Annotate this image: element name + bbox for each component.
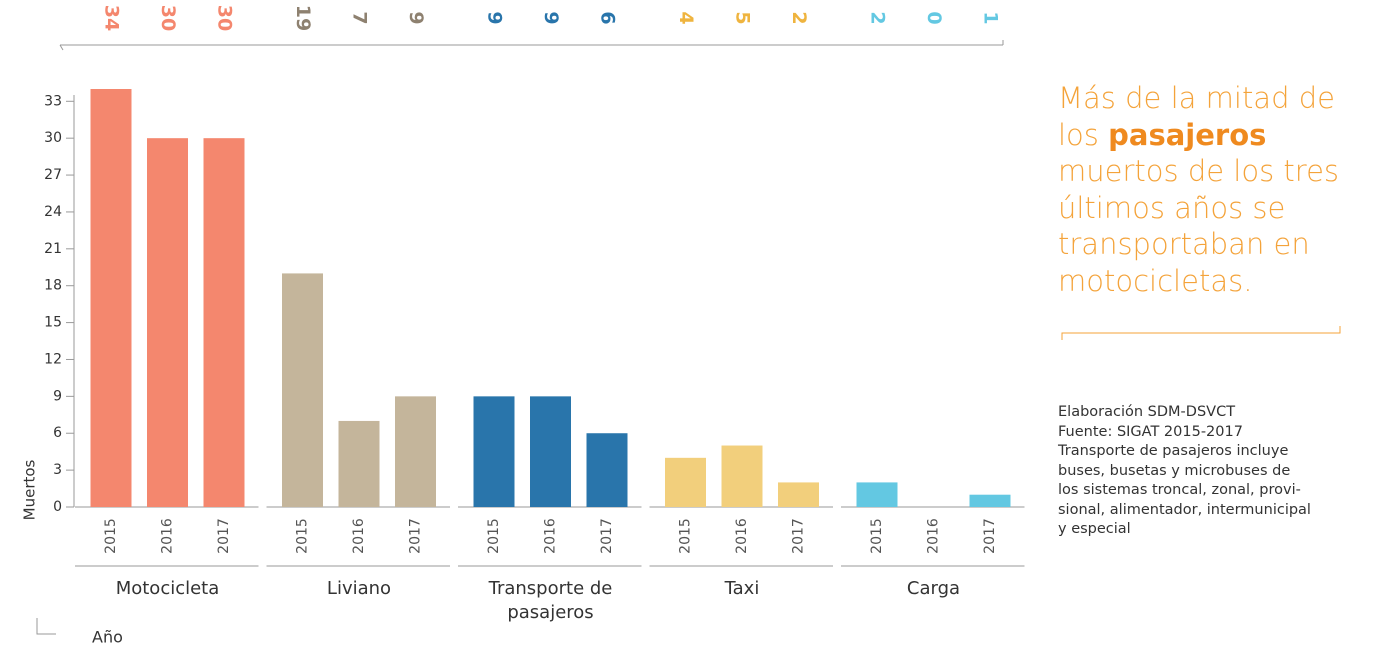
y-tick-label: 21 xyxy=(44,241,62,257)
y-tick-label: 15 xyxy=(44,315,62,331)
y-tick-label: 3 xyxy=(53,462,62,478)
value-label: 9 xyxy=(405,11,427,24)
x-tick-label: 2015 xyxy=(295,518,311,554)
value-label: 2 xyxy=(788,11,810,24)
corner xyxy=(36,618,56,635)
bar xyxy=(721,445,763,507)
bar xyxy=(338,420,380,507)
bar xyxy=(969,494,1011,507)
bar xyxy=(282,273,323,507)
y-axis-title: Muertos xyxy=(21,459,39,520)
value-label: 34 xyxy=(101,5,123,31)
bar xyxy=(856,482,898,507)
bar xyxy=(147,138,188,508)
bar xyxy=(473,396,515,507)
y-tick-label: 30 xyxy=(44,130,62,146)
bracket-tick xyxy=(59,44,64,51)
y-tick-label: 33 xyxy=(44,93,62,109)
value-label: 4 xyxy=(675,11,697,24)
x-tick-label: 2017 xyxy=(982,518,998,554)
annotation: Más de la mitad de los pasajeros muertos… xyxy=(1058,80,1358,299)
bar xyxy=(778,482,819,507)
annotation-text: muertos de los tres últimos años se tran… xyxy=(1058,154,1340,298)
x-tick-label: 2015 xyxy=(486,518,502,554)
bar xyxy=(530,396,571,507)
group-label: Transporte de pasajeros xyxy=(488,578,613,623)
y-tick-label: 18 xyxy=(44,278,62,294)
y-tick-label: 0 xyxy=(53,499,62,515)
value-label: 7 xyxy=(349,11,371,24)
group-label: Carga xyxy=(906,578,961,599)
y-tick-label: 27 xyxy=(44,167,62,183)
bar xyxy=(665,457,706,507)
value-label: 30 xyxy=(214,5,236,31)
x-tick-label: 2016 xyxy=(734,518,750,554)
value-label: 6 xyxy=(597,11,619,24)
bar xyxy=(586,433,628,507)
y-tick-label: 12 xyxy=(44,351,62,367)
bar xyxy=(395,396,436,507)
y-tick-label: 24 xyxy=(44,204,62,220)
x-tick-label: 2016 xyxy=(926,518,942,554)
x-tick-label: 2017 xyxy=(216,518,232,554)
x-tick-label: 2016 xyxy=(351,518,367,554)
value-label: 19 xyxy=(292,5,314,31)
x-tick-label: 2015 xyxy=(869,518,885,554)
note-line: Fuente: SIGAT 2015-2017 xyxy=(1058,423,1243,440)
notes: Elaboración SDM-DSVCT Fuente: SIGAT 2015-… xyxy=(1058,403,1311,540)
note-line: Elaboración SDM-DSVCT xyxy=(1058,404,1236,420)
x-axis-title: Año xyxy=(92,628,123,647)
x-tick-label: 2015 xyxy=(678,518,694,554)
value-label: 5 xyxy=(732,11,754,24)
bar xyxy=(203,138,245,508)
x-tick-label: 2016 xyxy=(160,518,176,554)
value-label: 30 xyxy=(157,5,179,31)
group-label: Liviano xyxy=(326,578,392,599)
x-tick-label: 2015 xyxy=(103,518,119,554)
note-line: los sistemas troncal, zonal, provi- xyxy=(1058,482,1301,498)
note-line: Transporte de pasajeros incluye xyxy=(1058,443,1289,459)
group-label: Taxi xyxy=(724,578,760,599)
y-tick-label: 6 xyxy=(53,425,62,441)
note-line: buses, busetas y microbuses de xyxy=(1058,462,1291,479)
note-line: sional, alimentador, intermunicipal xyxy=(1058,501,1311,518)
bar xyxy=(90,89,132,507)
x-tick-label: 2017 xyxy=(408,518,424,554)
value-label: 9 xyxy=(484,11,506,24)
group-label: Motocicleta xyxy=(115,578,220,599)
note-line: y especial xyxy=(1058,521,1131,537)
annotation-highlight: pasajeros xyxy=(1108,117,1267,152)
annotation-text: Más de la mitad de los xyxy=(1058,81,1335,152)
x-tick-label: 2016 xyxy=(543,518,559,554)
value-label: 0 xyxy=(923,11,945,24)
value-label: 9 xyxy=(540,11,562,24)
y-tick-label: 9 xyxy=(53,388,62,404)
value-label: 2 xyxy=(867,11,889,24)
x-tick-label: 2017 xyxy=(791,518,807,554)
value-label: 1 xyxy=(980,11,1002,24)
x-tick-label: 2017 xyxy=(599,518,615,554)
